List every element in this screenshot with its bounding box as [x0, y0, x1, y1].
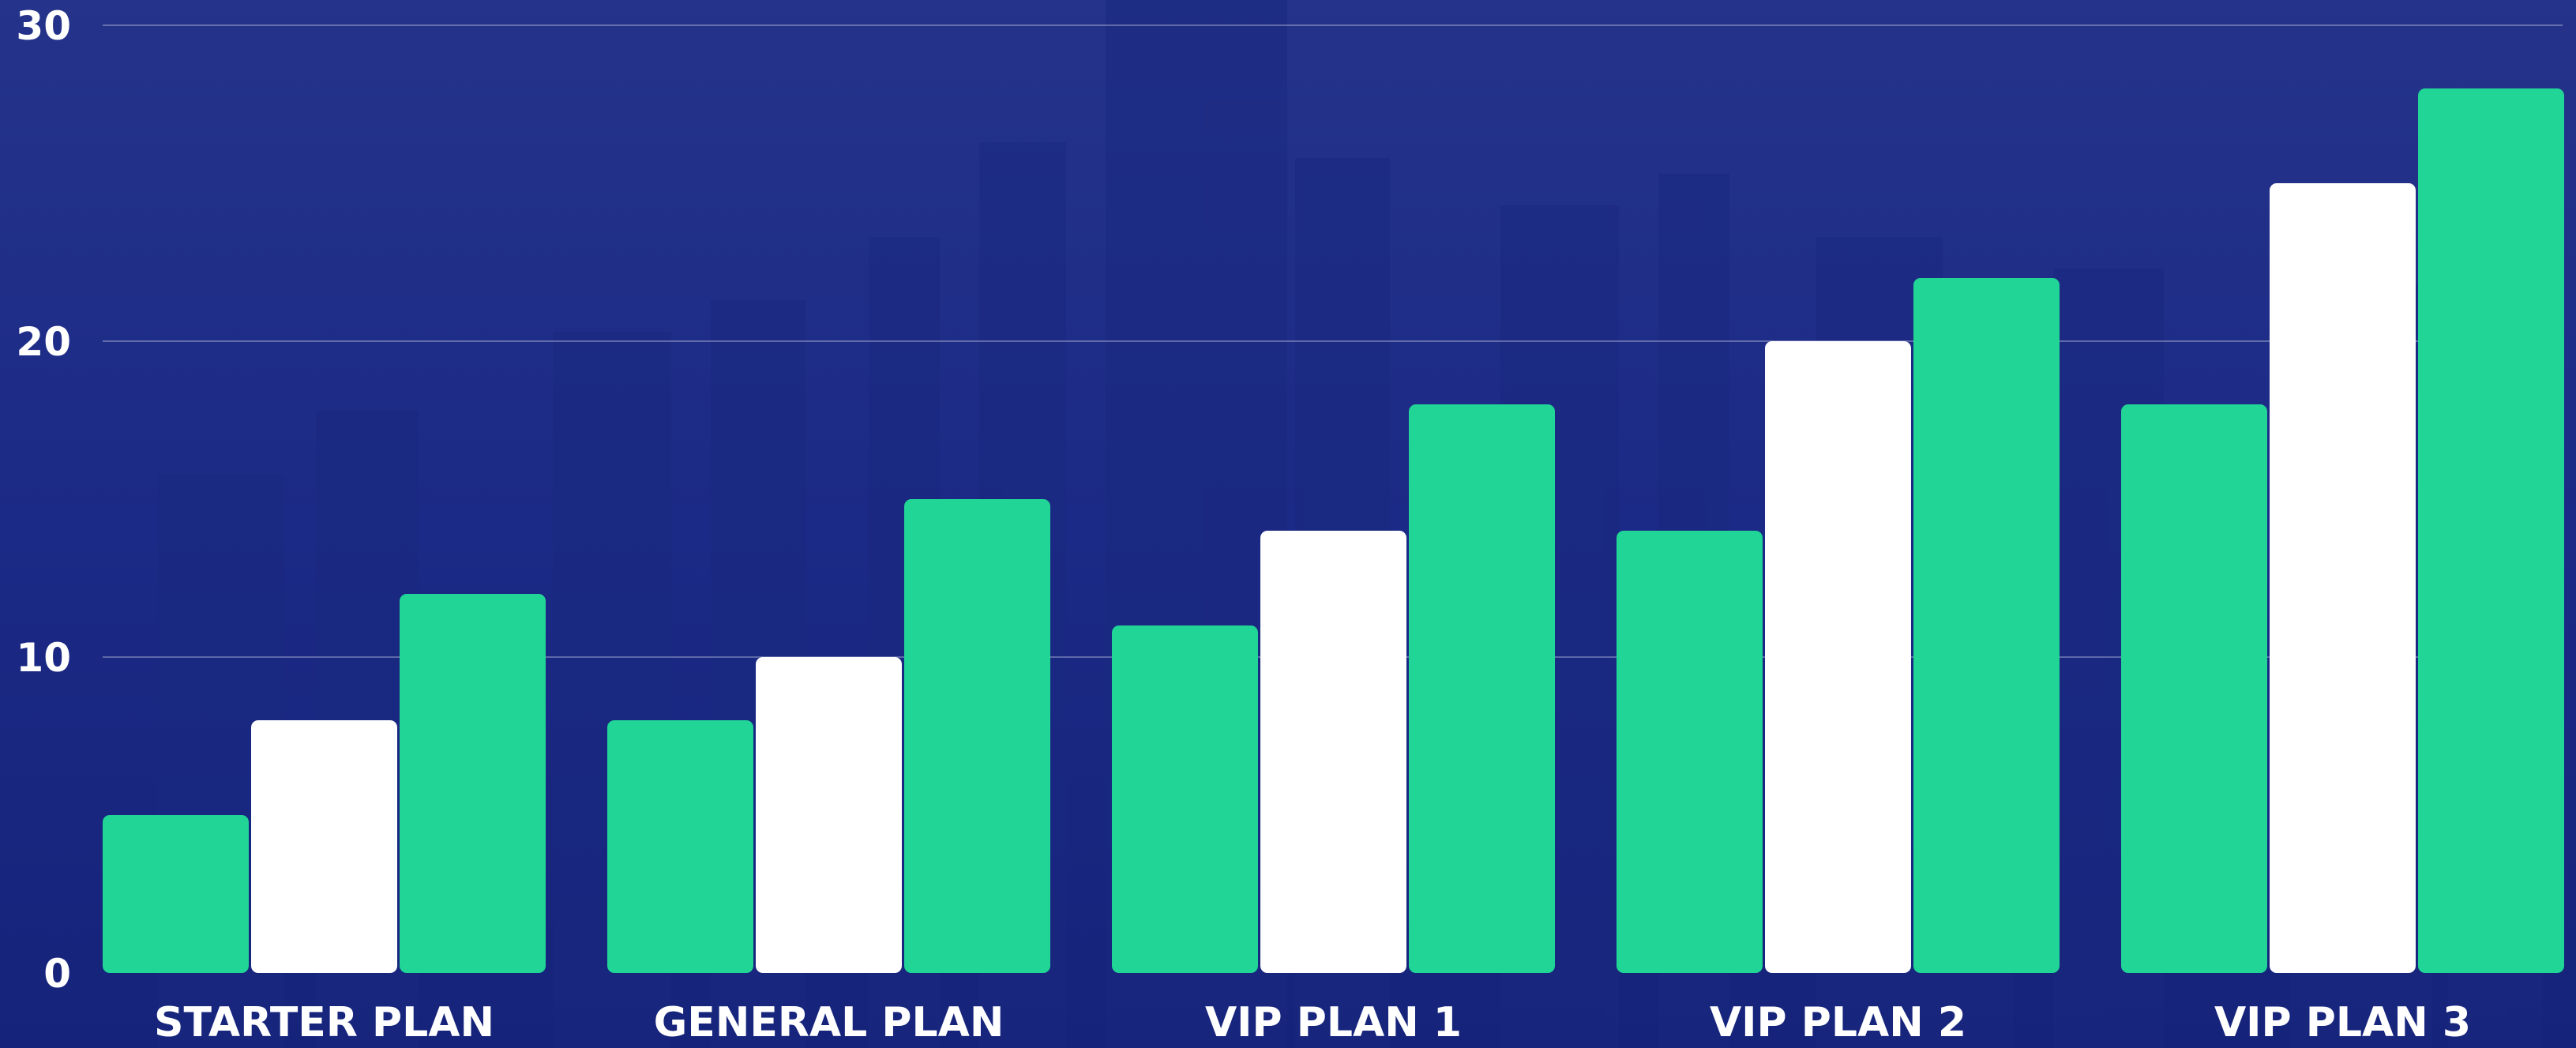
bar — [1913, 278, 2060, 973]
bar — [2270, 183, 2416, 973]
bar — [2418, 88, 2564, 973]
y-tick-label: 0 — [43, 951, 71, 997]
bar — [103, 815, 249, 973]
x-tick-label: VIP PLAN 3 — [2214, 999, 2471, 1046]
bar — [607, 720, 753, 973]
y-tick-label: 20 — [16, 319, 71, 365]
x-tick-label: VIP PLAN 1 — [1205, 999, 1462, 1046]
bar — [1617, 531, 1763, 973]
x-tick-label: GENERAL PLAN — [654, 999, 1004, 1046]
x-tick-label: STARTER PLAN — [154, 999, 494, 1046]
bar — [1765, 341, 1911, 973]
y-tick-label: 10 — [16, 635, 71, 681]
x-tick-label: VIP PLAN 2 — [1710, 999, 1966, 1046]
bar — [1260, 531, 1406, 973]
bar — [1112, 625, 1258, 973]
bar — [1409, 404, 1555, 973]
bar — [251, 720, 397, 973]
bar — [756, 657, 902, 973]
bar — [400, 594, 546, 973]
y-tick-label: 30 — [16, 3, 71, 49]
bar — [2121, 404, 2267, 973]
bar — [904, 499, 1050, 973]
